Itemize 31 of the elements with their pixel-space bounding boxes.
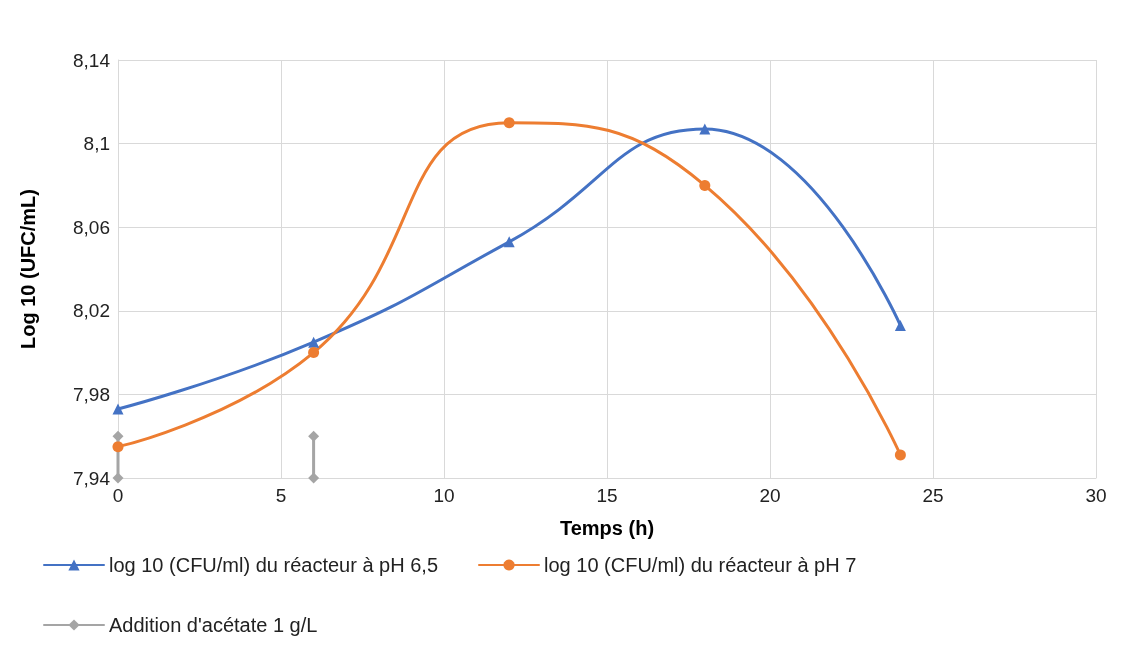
point — [503, 117, 515, 129]
y-tick-label: 8,06 — [73, 216, 110, 238]
x-axis-title: Temps (h) — [559, 517, 655, 539]
x-tick-label: 15 — [596, 485, 618, 506]
legend-label: Addition d'acétate 1 g/L — [109, 614, 318, 636]
point — [699, 123, 711, 135]
point — [699, 179, 711, 191]
legend-label: log 10 (CFU/ml) du réacteur à pH 7 — [544, 554, 857, 576]
point — [308, 430, 320, 442]
point — [112, 472, 124, 484]
point — [112, 403, 124, 415]
y-tick-label: 7,94 — [73, 467, 111, 489]
point — [308, 336, 320, 348]
point — [308, 347, 320, 359]
y-tick-label: 7,98 — [73, 383, 110, 405]
x-tick-label: 20 — [759, 485, 781, 506]
legend-label: log 10 (CFU/ml) du réacteur à pH 6,5 — [109, 554, 439, 576]
point — [894, 319, 906, 331]
point — [112, 441, 124, 453]
y-tick-label: 8,1 — [83, 133, 110, 155]
y-tick-label: 8,14 — [73, 49, 111, 71]
point — [112, 430, 124, 442]
y-axis-title: Log 10 (UFC/mL) — [17, 189, 39, 349]
x-tick-label: 5 — [275, 485, 287, 506]
y-tick-label: 8,02 — [73, 300, 110, 322]
x-tick-label: 30 — [1085, 485, 1107, 506]
x-tick-label: 25 — [922, 485, 944, 506]
x-tick-label: 10 — [433, 485, 455, 506]
point — [503, 236, 515, 248]
point — [894, 449, 906, 461]
x-tick-label: 0 — [112, 485, 124, 506]
